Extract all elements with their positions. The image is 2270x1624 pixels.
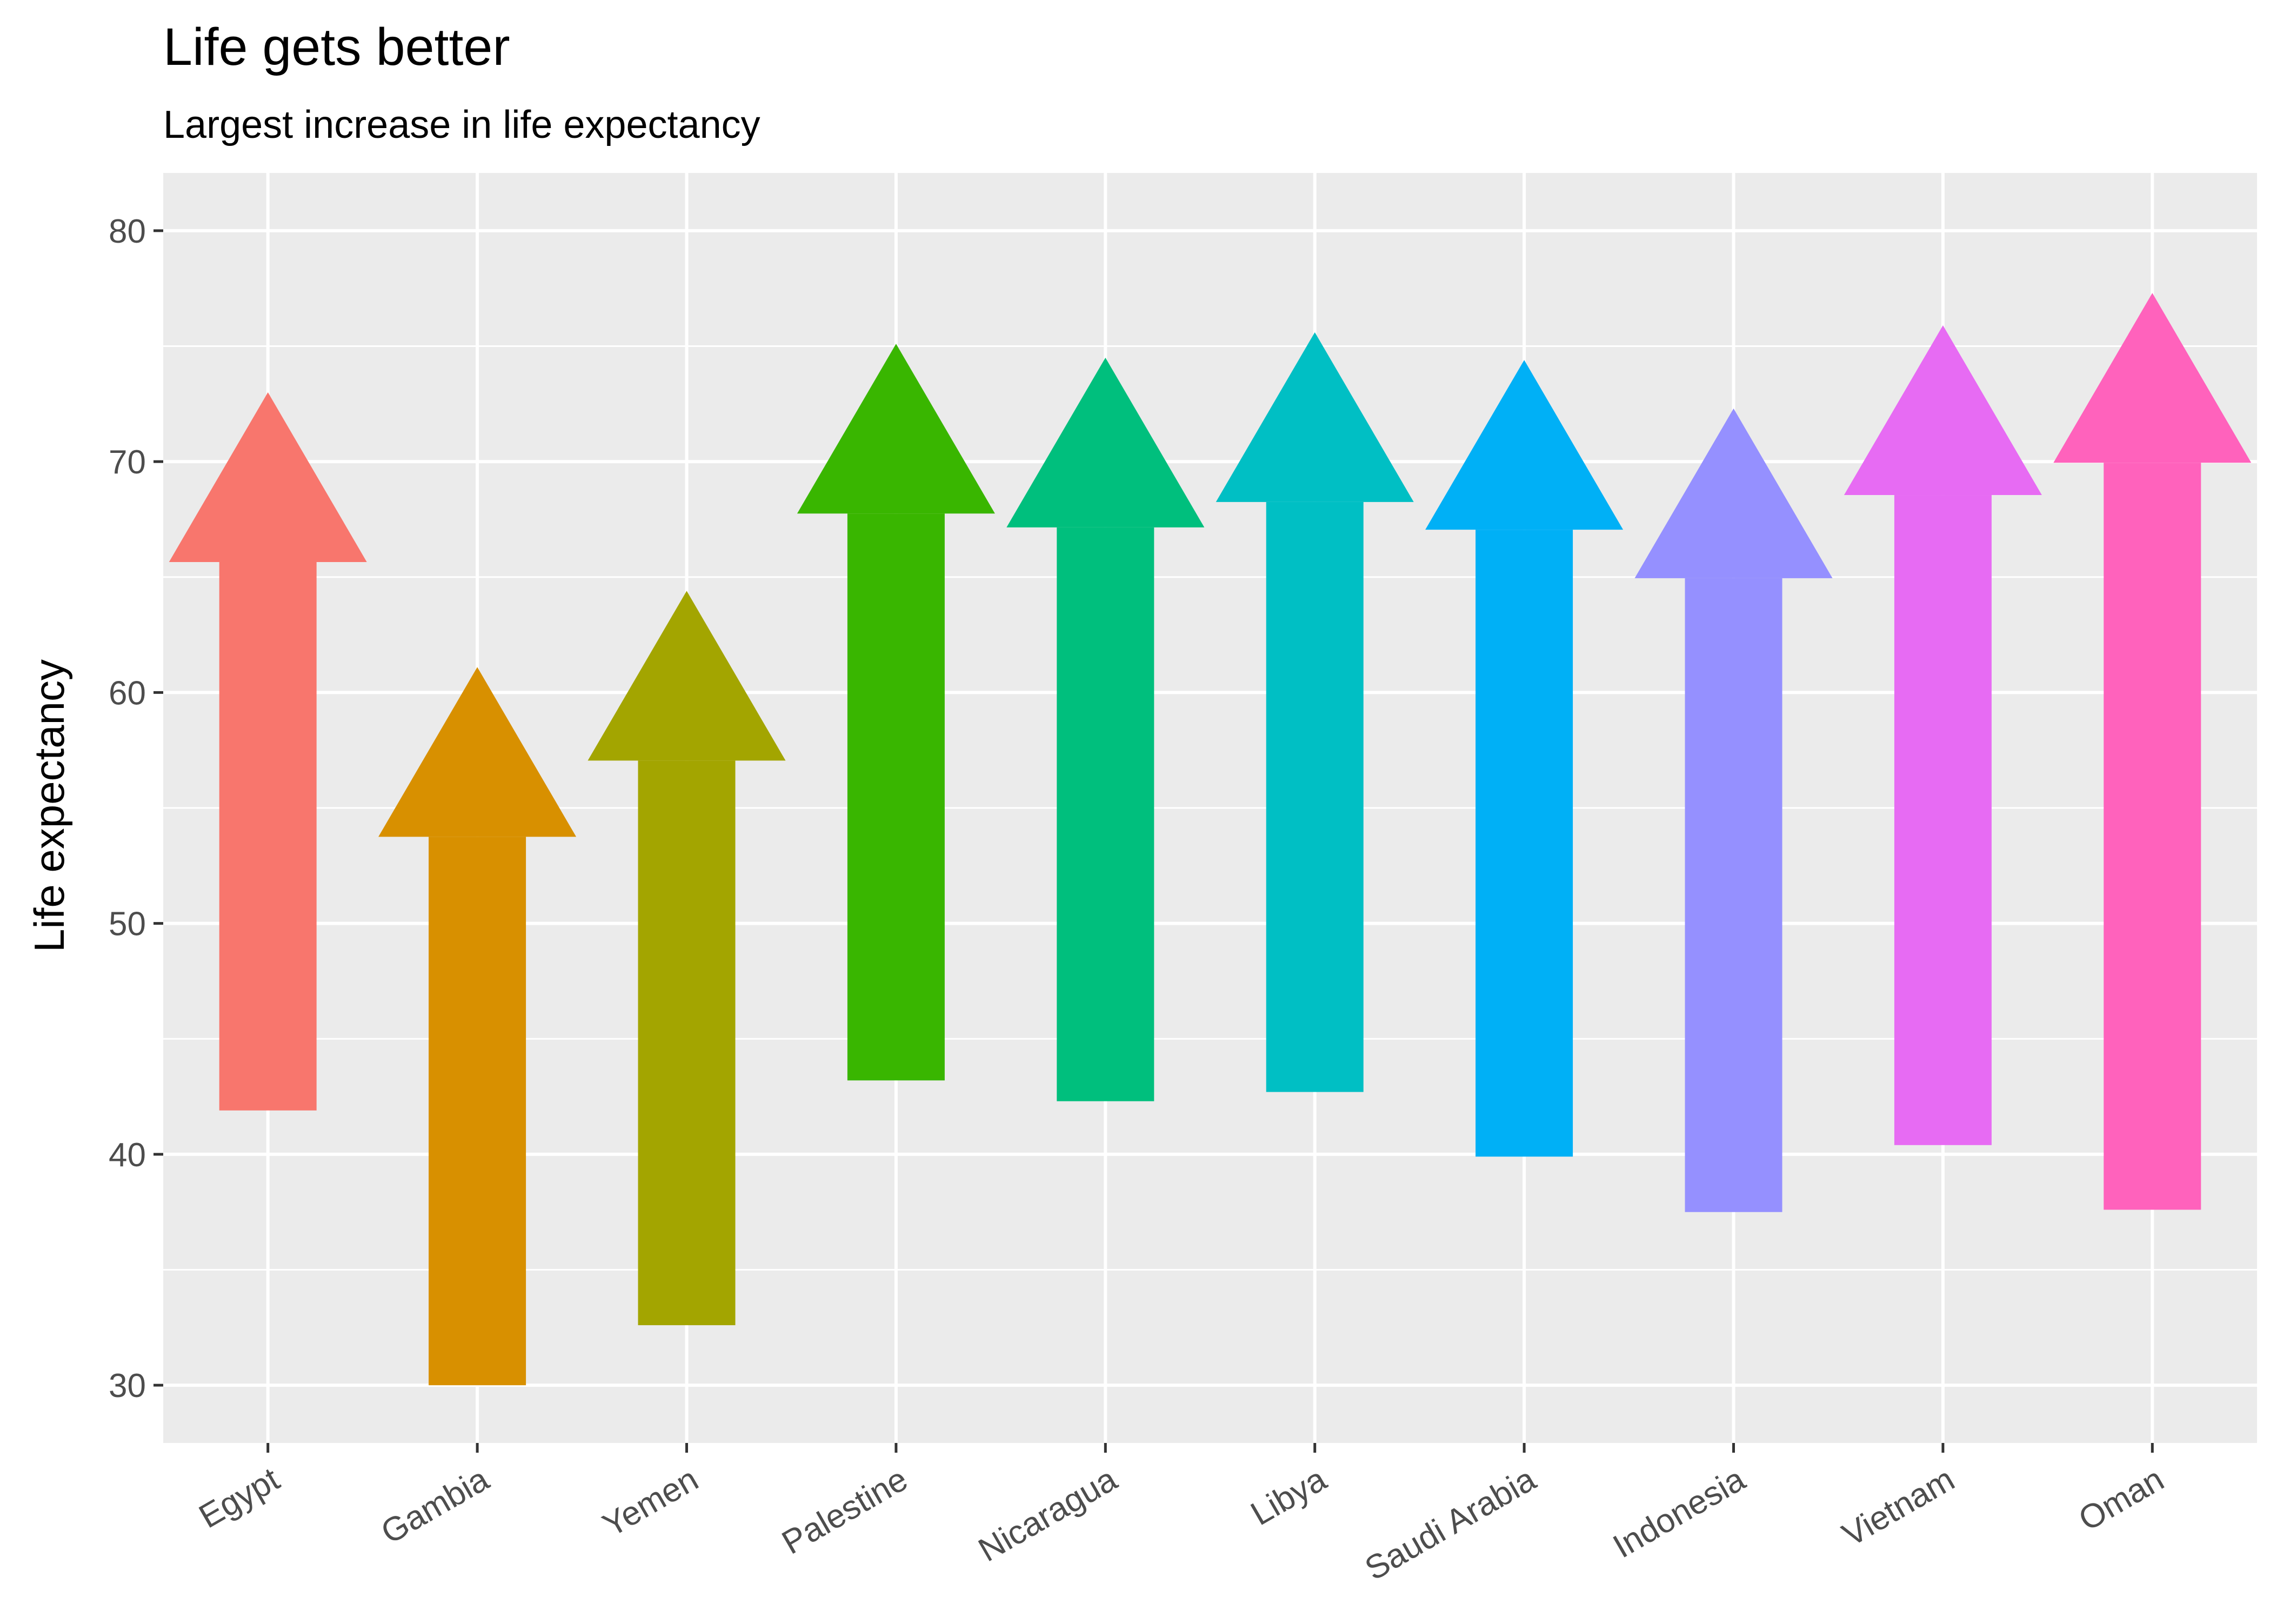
- x-tick-label: Nicaragua: [972, 1460, 1124, 1569]
- arrow-shaft: [1057, 527, 1154, 1101]
- arrow-shaft: [847, 513, 945, 1081]
- arrow-shaft: [429, 837, 526, 1386]
- arrow-head: [797, 344, 995, 514]
- x-tick-label: Yemen: [597, 1460, 705, 1544]
- arrow-libya: [1216, 332, 1414, 1092]
- y-tick-label: 60: [109, 674, 146, 712]
- arrow-head: [1006, 357, 1205, 527]
- arrow-head: [587, 591, 786, 761]
- arrow-head: [1216, 332, 1414, 502]
- arrow-yemen: [587, 591, 786, 1326]
- arrow-shaft: [219, 562, 317, 1111]
- arrows: [169, 293, 2252, 1386]
- arrow-head: [1425, 360, 1624, 530]
- x-tick-label: Egypt: [193, 1460, 286, 1535]
- x-tick-label: Libya: [1245, 1460, 1333, 1533]
- x-tick-label: Oman: [2073, 1460, 2171, 1538]
- chart-subtitle: Largest increase in life expectancy: [163, 103, 760, 146]
- arrow-gambia: [378, 667, 577, 1386]
- x-tick-label: Vietnam: [1836, 1460, 1961, 1554]
- y-tick-label: 80: [109, 213, 146, 250]
- arrow-shaft: [1266, 502, 1364, 1092]
- y-tick-label: 40: [109, 1137, 146, 1174]
- arrow-shaft: [1685, 578, 1782, 1212]
- arrow-head: [169, 392, 367, 562]
- y-axis-label: Life expectancy: [25, 659, 73, 952]
- y-tick-label: 70: [109, 444, 146, 481]
- arrow-nicaragua: [1006, 357, 1205, 1101]
- y-tick-label: 30: [109, 1367, 146, 1405]
- arrow-shaft: [2104, 463, 2201, 1210]
- chart-title: Life gets better: [163, 17, 510, 76]
- y-tick-label: 50: [109, 906, 146, 943]
- arrow-oman: [2053, 293, 2252, 1210]
- arrow-saudi-arabia: [1425, 360, 1624, 1157]
- arrow-indonesia: [1634, 408, 1833, 1212]
- arrow-shaft: [1894, 495, 1992, 1145]
- x-tick-label: Palestine: [776, 1460, 914, 1561]
- arrow-head: [1844, 325, 2042, 496]
- arrow-vietnam: [1844, 325, 2042, 1145]
- x-tick-label: Indonesia: [1607, 1460, 1752, 1565]
- arrow-shaft: [1476, 530, 1573, 1157]
- arrow-shaft: [638, 760, 736, 1326]
- arrow-palestine: [797, 344, 995, 1081]
- arrow-egypt: [169, 392, 367, 1111]
- arrow-head: [378, 667, 577, 837]
- x-tick-label: Gambia: [375, 1460, 496, 1552]
- arrow-head: [1634, 408, 1833, 578]
- arrow-head: [2053, 293, 2252, 463]
- x-tick-label: Saudi Arabia: [1359, 1460, 1542, 1588]
